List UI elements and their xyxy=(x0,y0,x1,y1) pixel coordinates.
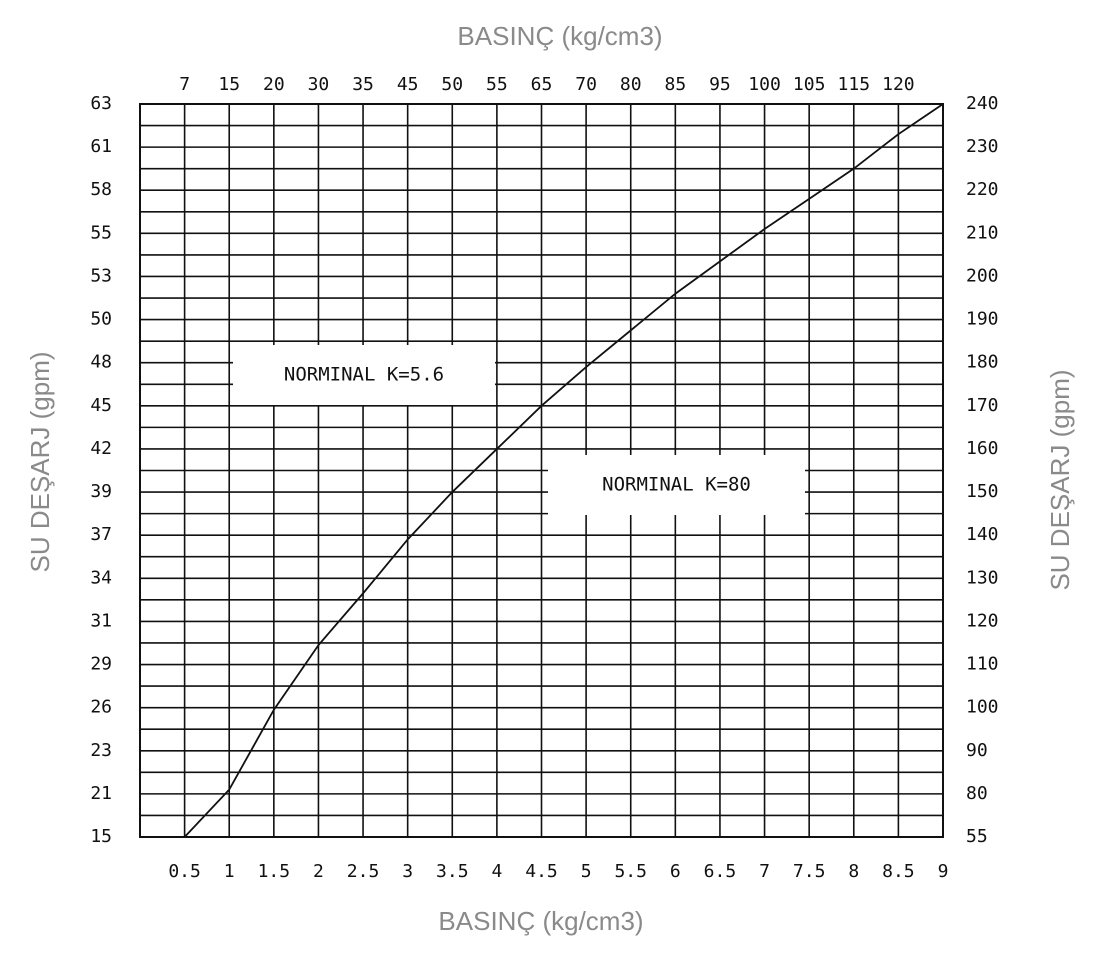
y-tick-label: 15 xyxy=(90,826,112,847)
y2-tick-label: 130 xyxy=(966,567,999,588)
y2-tick-label: 230 xyxy=(966,136,999,157)
y2-tick-label: 120 xyxy=(966,610,999,631)
y-tick-label: 45 xyxy=(90,395,112,416)
x2-tick-label: 105 xyxy=(793,74,826,95)
y-tick-label: 39 xyxy=(90,481,112,502)
x-tick-label: 1 xyxy=(224,861,235,882)
y2-tick-label: 55 xyxy=(966,826,988,847)
x2-tick-label: 95 xyxy=(709,74,731,95)
y2-tick-label: 100 xyxy=(966,697,999,718)
x-tick-label: 4 xyxy=(491,861,502,882)
x-tick-label: 3.5 xyxy=(436,861,469,882)
x-tick-label: 0.5 xyxy=(168,861,201,882)
x2-tick-label: 120 xyxy=(882,74,915,95)
data-line xyxy=(183,103,944,838)
y2-tick-label: 170 xyxy=(966,395,999,416)
y-axis-title: SU DEŞARJ (gpm) xyxy=(25,351,55,572)
x2-tick-label: 30 xyxy=(308,74,330,95)
x2-tick-label: 45 xyxy=(397,74,419,95)
x2-tick-label: 115 xyxy=(838,74,871,95)
x-tick-label: 6.5 xyxy=(704,861,737,882)
y-tick-label: 58 xyxy=(90,179,112,200)
y-tick-label: 21 xyxy=(90,783,112,804)
annotation-box xyxy=(233,345,495,405)
x2-tick-label: 65 xyxy=(531,74,553,95)
x-tick-label: 1.5 xyxy=(258,861,291,882)
x2-tick-label: 7 xyxy=(179,74,190,95)
x2-tick-label: 15 xyxy=(218,74,240,95)
y-tick-label: 63 xyxy=(90,93,112,114)
y2-tick-label: 80 xyxy=(966,783,988,804)
y2-tick-label: 220 xyxy=(966,179,999,200)
x2-axis-title: BASINÇ (kg/cm3) xyxy=(457,21,662,51)
x-tick-label: 7 xyxy=(759,861,770,882)
y2-tick-label: 90 xyxy=(966,740,988,761)
y-tick-label: 31 xyxy=(90,610,112,631)
y2-axis-title: SU DEŞARJ (gpm) xyxy=(1045,369,1075,590)
y-tick-label: 42 xyxy=(90,438,112,459)
x2-tick-label: 80 xyxy=(620,74,642,95)
y-tick-label: 26 xyxy=(90,697,112,718)
y2-tick-label: 190 xyxy=(966,309,999,330)
y-tick-label: 34 xyxy=(90,567,112,588)
x2-tick-label: 100 xyxy=(748,74,781,95)
x-axis-title: BASINÇ (kg/cm3) xyxy=(438,906,643,936)
x2-tick-label: 35 xyxy=(352,74,374,95)
y-tick-label: 37 xyxy=(90,524,112,545)
x-tick-label: 5 xyxy=(581,861,592,882)
y2-tick-label: 140 xyxy=(966,524,999,545)
y2-tick-label: 150 xyxy=(966,481,999,502)
x2-tick-label: 55 xyxy=(486,74,508,95)
x-tick-label: 8.5 xyxy=(882,861,915,882)
x-tick-label: 9 xyxy=(938,861,949,882)
x-tick-label: 4.5 xyxy=(525,861,558,882)
y-tick-label: 50 xyxy=(90,309,112,330)
y-tick-label: 53 xyxy=(90,265,112,286)
y2-tick-label: 110 xyxy=(966,654,999,675)
x-tick-label: 6 xyxy=(670,861,681,882)
y2-tick-label: 160 xyxy=(966,438,999,459)
x-tick-label: 3 xyxy=(402,861,413,882)
x-tick-label: 7.5 xyxy=(793,861,826,882)
y-tick-label: 23 xyxy=(90,740,112,761)
x-tick-label: 5.5 xyxy=(614,861,647,882)
x-tick-label: 2.5 xyxy=(347,861,380,882)
annotation: NORMINAL K=80 xyxy=(602,474,751,496)
annotation-box xyxy=(548,455,805,515)
x2-tick-label: 50 xyxy=(441,74,463,95)
x2-tick-label: 20 xyxy=(263,74,285,95)
x2-tick-label: 70 xyxy=(575,74,597,95)
y-tick-label: 48 xyxy=(90,352,112,373)
x2-tick-label: 85 xyxy=(664,74,686,95)
y2-tick-label: 200 xyxy=(966,265,999,286)
y-tick-label: 55 xyxy=(90,222,112,243)
x-tick-label: 2 xyxy=(313,861,324,882)
x-tick-label: 8 xyxy=(848,861,859,882)
y2-tick-label: 210 xyxy=(966,222,999,243)
annotation: NORMINAL K=5.6 xyxy=(284,364,444,386)
y-tick-label: 61 xyxy=(90,136,112,157)
y-tick-label: 29 xyxy=(90,654,112,675)
y2-tick-label: 180 xyxy=(966,352,999,373)
y2-tick-label: 240 xyxy=(966,93,999,114)
